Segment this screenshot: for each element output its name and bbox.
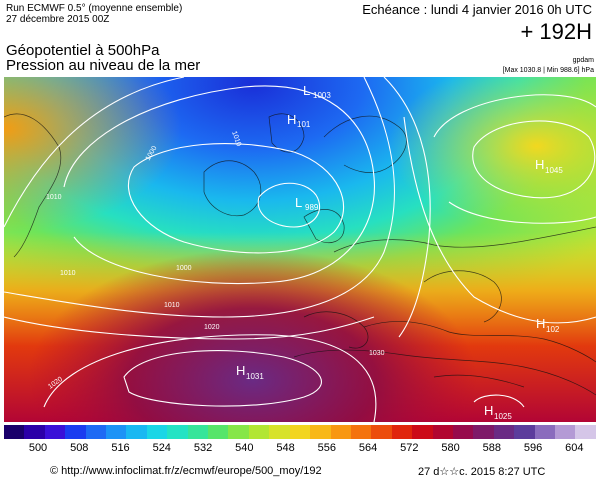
- run-date: 27 décembre 2015 00Z: [6, 14, 110, 25]
- isobar-label: 1010: [230, 130, 242, 147]
- colorbar-swatch: [514, 425, 535, 439]
- isobar-label: 1010: [164, 302, 180, 309]
- isobar-label: 1010: [60, 270, 76, 277]
- isobar-label: 1030: [369, 350, 385, 357]
- colorbar-tick-label: 508: [70, 442, 89, 454]
- high-center-iceland: H 101: [287, 112, 311, 129]
- colorbar-swatch: [85, 425, 107, 439]
- colorbar-swatch: [575, 425, 596, 439]
- isobar-label: 1000: [176, 265, 192, 272]
- isobar-1010: [4, 77, 395, 318]
- colorbar-tick-label: 556: [317, 442, 336, 454]
- field-title-geopotential: Géopotentiel à 500hPa: [6, 42, 160, 59]
- high-center-southeast: H 1025: [484, 403, 512, 421]
- isobar-1025: [473, 394, 525, 408]
- forecast-hour: + 192H: [520, 19, 592, 44]
- footer-url: © http://www.infoclimat.fr/z/ecmwf/europ…: [50, 465, 322, 477]
- colorbar-swatch: [452, 425, 474, 439]
- isobar-1030-east: [403, 116, 596, 324]
- colorbar-swatch: [493, 425, 515, 439]
- svg-text:989: 989: [305, 203, 319, 212]
- high-center-russia: H 1045: [535, 157, 563, 175]
- pressure-centers: L 1003 H 101 L 989 H 1045 H 1031 H 102: [236, 83, 563, 421]
- colorbar-swatch: [350, 425, 372, 439]
- colorbar-swatch: [432, 425, 453, 439]
- colorbar-swatch: [371, 425, 392, 439]
- colorbar-swatch: [289, 425, 311, 439]
- high-center-azores: H 1031: [236, 363, 264, 381]
- isobar-989: [257, 182, 321, 228]
- svg-text:L: L: [295, 195, 302, 210]
- max-min-pressure: [Max 1030.8 | Min 988.6] hPa: [502, 67, 594, 74]
- svg-text:1045: 1045: [545, 166, 563, 175]
- coastlines: [4, 113, 596, 396]
- isobar-label: 1010: [46, 194, 62, 201]
- weather-map: 1000 1010 1010 1000 1010 1020 1020 1030 …: [4, 77, 596, 422]
- colorbar-swatch: [65, 425, 86, 439]
- svg-text:L: L: [303, 83, 310, 98]
- high-center-balkans: H 102: [536, 316, 560, 334]
- svg-text:H: H: [536, 316, 545, 331]
- colorbar-swatch: [554, 425, 576, 439]
- colorbar-labels: 500 508 516 524 532 540 548 556 564 572 580 588 596 6…: [4, 442, 596, 456]
- isobar-1000-b: [63, 85, 376, 285]
- colorbar-swatch: [310, 425, 331, 439]
- colorbar-tick-label: 524: [152, 442, 171, 454]
- isobar-1030: [123, 350, 322, 407]
- colorbar-tick-label: 564: [358, 442, 378, 454]
- footer-timestamp: 27 d☆☆c. 2015 8:27 UTC: [418, 466, 546, 478]
- isobar-label: 1020: [204, 324, 220, 331]
- isobar-1040: [433, 94, 596, 224]
- svg-text:H: H: [236, 363, 245, 378]
- colorbar-swatch: [534, 425, 555, 439]
- svg-text:H: H: [484, 403, 493, 418]
- colorbar-swatch: [24, 425, 45, 439]
- colorbar-tick-label: 532: [193, 442, 213, 454]
- echeance: Echéance : lundi 4 janvier 2016 0h UTC: [362, 2, 592, 17]
- colorbar-tick-label: 572: [400, 442, 419, 454]
- colorbar-tick-label: 548: [276, 442, 295, 454]
- isobar-1045: [472, 120, 596, 199]
- colorbar-swatch: [412, 425, 433, 439]
- colorbar-swatch: [248, 425, 270, 439]
- field-title-pressure: Pression au niveau de la mer: [6, 57, 201, 74]
- colorbar: [4, 425, 596, 439]
- colorbar-tick-label: 516: [111, 442, 130, 454]
- colorbar-tick-label: 604: [565, 442, 584, 454]
- colorbar-swatch: [146, 425, 168, 439]
- svg-text:1031: 1031: [246, 372, 264, 381]
- low-center-uk: L 989: [295, 195, 319, 212]
- producer-tag: gpdam: [572, 57, 594, 64]
- colorbar-swatch: [44, 425, 66, 439]
- colorbar-swatch: [187, 425, 209, 439]
- low-center-north: L 1003: [303, 83, 331, 100]
- isobar-1020: [4, 77, 431, 340]
- colorbar-swatch: [167, 425, 188, 439]
- svg-text:102: 102: [546, 325, 560, 334]
- colorbar-swatch: [208, 425, 229, 439]
- colorbar-tick-label: 588: [482, 442, 501, 454]
- svg-text:101: 101: [297, 120, 311, 129]
- isobar-1000-a: [127, 143, 344, 254]
- svg-text:H: H: [287, 112, 296, 127]
- colorbar-swatch: [473, 425, 494, 439]
- svg-text:1003: 1003: [313, 91, 331, 100]
- colorbar-tick-label: 540: [235, 442, 254, 454]
- isobar-1020-low: [43, 334, 377, 422]
- colorbar-swatch: [330, 425, 351, 439]
- colorbar-tick-label: 580: [441, 442, 460, 454]
- colorbar-tick-label: 596: [523, 442, 543, 454]
- colorbar-tick-label: 500: [28, 442, 48, 454]
- run-title: Run ECMWF 0.5° (moyenne ensemble): [6, 3, 183, 14]
- colorbar-swatch: [126, 425, 147, 439]
- colorbar-swatch: [4, 425, 25, 439]
- isobars: [4, 77, 596, 422]
- colorbar-swatch: [269, 425, 290, 439]
- svg-text:1025: 1025: [494, 412, 512, 421]
- colorbar-swatch: [106, 425, 127, 439]
- colorbar-swatch: [228, 425, 249, 439]
- colorbar-swatch: [391, 425, 413, 439]
- svg-text:H: H: [535, 157, 544, 172]
